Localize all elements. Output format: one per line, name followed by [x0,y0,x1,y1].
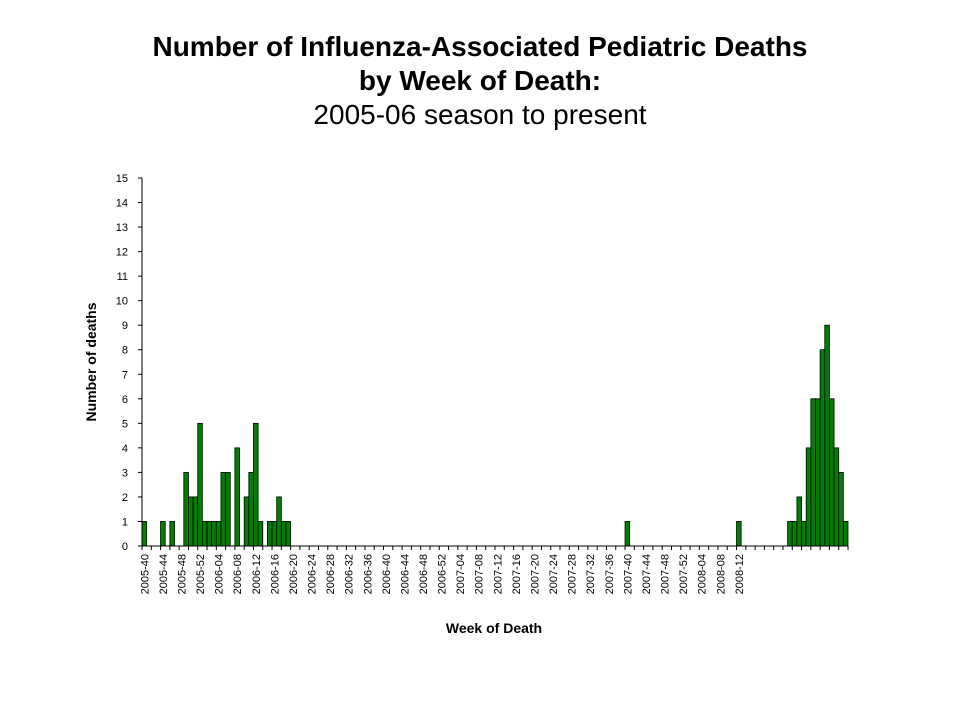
bar-week-28 [271,521,278,547]
x-tick-label: 2006-28 [325,554,337,594]
y-tick-label: 15 [116,173,128,185]
x-tick-label: 2007-36 [604,554,616,594]
bar-week-128 [736,521,742,547]
bar-week-104 [624,521,631,547]
y-tick-label: 3 [122,467,128,479]
x-tick-label: 2006-40 [381,554,393,594]
bar-week-147 [824,324,830,547]
x-tick-label: 2006-12 [251,554,263,594]
bar-week-139 [787,521,793,547]
bar-week-146 [819,349,826,547]
bar-week-150 [838,471,844,547]
x-tick-label: 2008-08 [715,554,727,594]
y-tick-label: 11 [117,271,128,283]
x-tick-label: 2006-44 [399,554,411,594]
y-axis-title: Number of deaths [83,302,99,421]
x-tick-label: 2005-52 [195,554,207,594]
x-tick-label: 2007-52 [678,554,690,594]
bar-week-10 [188,496,194,547]
bar-week-141 [796,496,802,547]
x-tick-label: 2007-40 [622,554,634,594]
bar-week-14 [206,521,213,547]
y-tick-label: 4 [122,443,128,455]
bar-week-4 [160,521,166,547]
bar-week-142 [801,521,807,547]
x-tick-label: 2006-24 [307,554,319,594]
bar-week-9 [183,471,189,547]
bar-week-24 [253,422,259,547]
x-tick-label: 2006-16 [269,554,281,594]
x-tick-label: 2006-36 [362,554,374,594]
bar-week-13 [201,521,208,547]
bar-week-18 [225,471,231,547]
bar-week-29 [276,496,282,547]
x-tick-label: 2006-48 [418,554,430,594]
bar-week-31 [285,521,292,547]
chart-title: Number of Influenza-Associated Pediatric… [0,30,960,132]
y-tick-label: 6 [122,394,128,406]
bar-week-144 [810,398,816,547]
y-tick-label: 13 [116,222,128,234]
bar-week-6 [169,521,175,547]
x-tick-label: 2005-44 [158,554,170,594]
x-tick-label: 2006-08 [232,554,244,594]
chart-title-line-3: 2005-06 season to present [313,99,647,130]
y-tick-label: 5 [122,418,128,430]
bar-week-148 [829,398,835,547]
bar-week-0 [141,521,148,547]
y-tick-label: 10 [116,296,128,308]
x-tick-label: 2006-04 [214,554,226,594]
bar-week-143 [805,447,812,547]
bars [141,324,849,547]
x-axis-title: Week of Death [446,620,542,636]
x-tick-label: 2006-52 [437,554,449,594]
x-tick-label: 2007-04 [455,554,467,594]
bar-week-20 [234,447,240,547]
y-tick-label: 1 [122,516,128,528]
bar-week-12 [197,422,203,547]
y-tick-label: 7 [122,369,128,381]
y-tick-label: 0 [122,541,128,553]
x-tick-label: 2007-28 [567,554,579,594]
bar-week-11 [192,496,199,547]
bar-week-27 [267,521,273,547]
bar-week-30 [280,521,287,547]
bar-week-17 [220,471,227,547]
bar-week-140 [791,521,798,547]
x-tick-label: 2007-08 [474,554,486,594]
bar-week-145 [815,398,821,547]
x-tick-label: 2005-48 [176,554,188,594]
x-tick-label: 2005-40 [139,554,151,594]
x-tick-label: 2007-44 [641,554,653,594]
bar-week-23 [248,471,254,547]
x-tick-label: 2006-32 [344,554,356,594]
x-tick-label: 2007-48 [660,554,672,594]
bar-week-15 [211,521,217,547]
bar-week-151 [842,521,849,547]
x-tick-label: 2007-20 [529,554,541,594]
y-tick-label: 2 [122,492,128,504]
chart-title-line-2: by Week of Death: [358,65,602,96]
y-tick-label: 8 [122,345,128,357]
y-tick-label: 14 [116,198,128,210]
y-tick-label: 12 [116,247,128,259]
x-tick-label: 2008-04 [697,554,709,594]
x-tick-label: 2006-20 [288,554,300,594]
x-tick-label: 2007-32 [585,554,597,594]
bar-week-149 [833,447,840,547]
x-tick-label: 2007-12 [492,554,504,594]
bar-week-22 [243,496,250,547]
y-tick-label: 9 [122,320,128,332]
x-tick-label: 2008-12 [734,554,746,594]
x-tick-label: 2007-24 [548,554,560,594]
chart-title-line-1: Number of Influenza-Associated Pediatric… [152,31,808,62]
x-tick-label: 2007-16 [511,554,523,594]
bar-week-16 [215,521,222,547]
bar-week-25 [257,521,264,547]
